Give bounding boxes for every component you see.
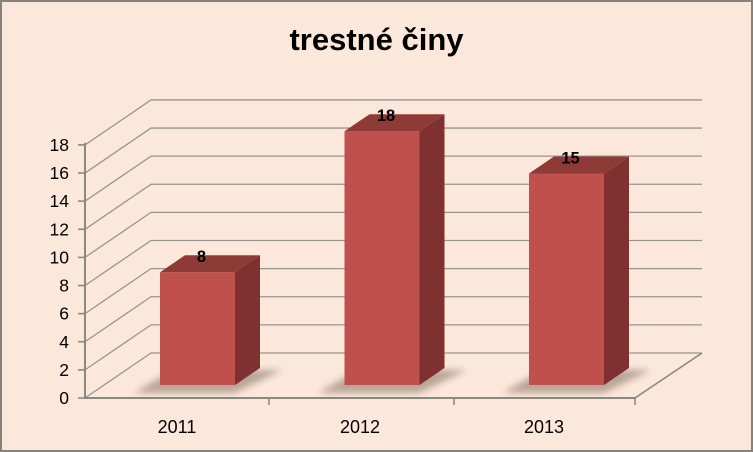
chart-title: trestné činy	[289, 22, 464, 57]
bar-value-label-2011: 8	[197, 248, 206, 266]
y-tick-label-2: 2	[59, 360, 69, 380]
bar-side-face	[419, 114, 445, 385]
x-axis-label-2012: 2012	[340, 417, 380, 437]
gridline-4	[84, 296, 702, 343]
gridline-8	[84, 239, 702, 287]
gridline-12	[84, 183, 702, 230]
y-tick-label-12: 12	[50, 219, 69, 239]
y-tick-label-18: 18	[50, 135, 69, 155]
floor-right-edge	[634, 352, 703, 399]
gridline-10	[84, 211, 702, 258]
bar-2013: 15	[503, 150, 651, 393]
bar-value-label-2012: 18	[377, 107, 395, 125]
y-tick-label-14: 14	[50, 191, 70, 211]
gridline-0	[84, 352, 702, 399]
bar-side-face	[235, 255, 260, 385]
bar-value-label-2013: 15	[561, 150, 579, 168]
bar-front-face	[529, 173, 604, 385]
gridline-6	[84, 267, 702, 315]
bar-side-face	[604, 156, 629, 385]
y-tick-label-8: 8	[59, 276, 69, 296]
gridline-2	[84, 324, 702, 371]
bar-top-face	[529, 156, 629, 174]
bar-front-face	[160, 272, 235, 385]
x-axis-label-2011: 2011	[158, 417, 197, 437]
y-tick-label-6: 6	[59, 304, 69, 324]
bar-front-face	[344, 131, 420, 385]
y-tick-label-16: 16	[50, 163, 69, 183]
y-tick-label-0: 0	[59, 388, 69, 408]
y-tick-label-4: 4	[59, 332, 69, 352]
gridline-16	[84, 127, 702, 174]
bar-top-face	[160, 255, 260, 273]
x-axis-label-2013: 2013	[524, 417, 564, 437]
bar-2011: 8	[134, 248, 282, 393]
bar-top-face	[344, 114, 445, 132]
y-tick-label-10: 10	[50, 247, 70, 267]
gridline-14	[84, 155, 702, 202]
bar-2012: 18	[318, 107, 467, 393]
gridline-18	[84, 99, 702, 146]
